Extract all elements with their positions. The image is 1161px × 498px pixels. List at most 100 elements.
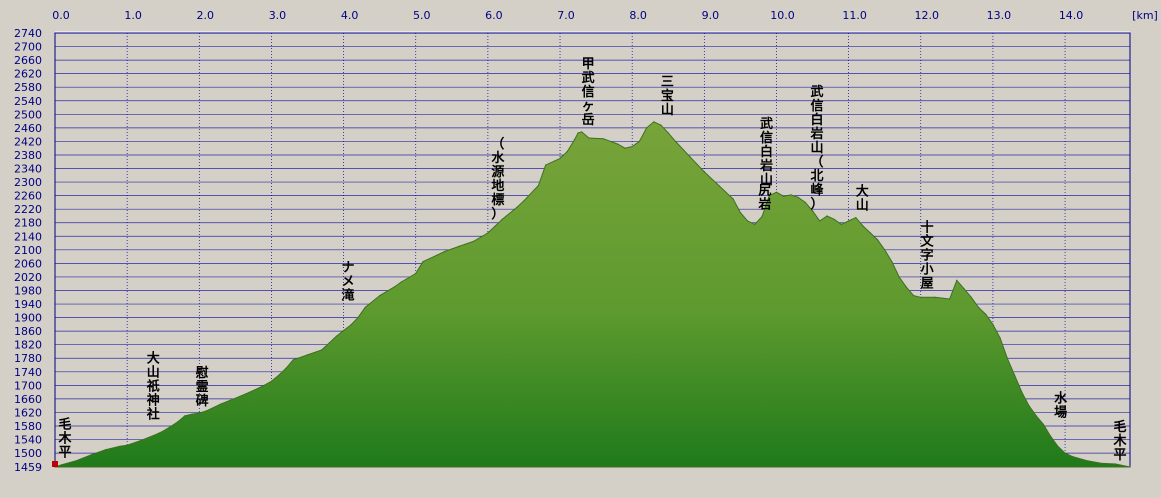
x-tick-label: 5.0 xyxy=(413,9,431,22)
elevation-point xyxy=(328,342,330,344)
elevation-point xyxy=(891,261,893,263)
elevation-point xyxy=(559,157,561,159)
elevation-point xyxy=(653,121,655,123)
elevation-point xyxy=(747,220,749,222)
elevation-point xyxy=(999,337,1001,339)
elevation-point xyxy=(588,137,590,139)
elevation-point xyxy=(205,410,208,412)
elevation-point xyxy=(501,218,503,220)
elevation-point xyxy=(754,223,756,225)
annotation-label: 武信白岩山 xyxy=(759,116,773,188)
elevation-point xyxy=(516,206,518,209)
x-unit-label: [km] xyxy=(1132,9,1158,22)
elevation-point xyxy=(1057,445,1059,447)
elevation-point xyxy=(667,132,669,134)
elevation-point xyxy=(913,295,915,297)
elevation-point xyxy=(934,296,936,298)
elevation-point xyxy=(884,249,886,251)
elevation-point xyxy=(956,279,958,281)
elevation-point xyxy=(790,194,792,196)
elevation-point xyxy=(631,145,633,148)
elevation-point xyxy=(292,359,294,361)
x-tick-label: 4.0 xyxy=(341,9,359,22)
elevation-point xyxy=(191,413,193,415)
elevation-point xyxy=(119,445,121,447)
elevation-point xyxy=(992,323,994,325)
x-tick-label: 0.0 xyxy=(52,9,70,22)
elevation-point xyxy=(155,433,157,436)
annotation-label: ナメ滝 xyxy=(342,260,355,303)
elevation-point xyxy=(826,215,828,217)
elevation-point xyxy=(869,232,871,234)
annotation-label: 甲武信ヶ岳 xyxy=(582,57,595,128)
elevation-point xyxy=(1086,460,1088,462)
x-tick-label: 14.0 xyxy=(1059,9,1084,22)
annotation-label: 大山祇神社 xyxy=(146,351,160,423)
y-tick-label: 1500 xyxy=(14,447,42,460)
y-tick-label: 1580 xyxy=(14,420,42,433)
elevation-point xyxy=(537,184,540,187)
annotation-label: 水場 xyxy=(1054,390,1068,420)
elevation-point xyxy=(768,195,770,197)
start-marker xyxy=(52,461,58,467)
annotation-label: 慰霊碑 xyxy=(196,365,209,409)
elevation-point xyxy=(862,225,864,227)
elevation-point xyxy=(350,324,352,326)
elevation-point xyxy=(90,454,92,456)
elevation-point xyxy=(1115,463,1117,465)
y-tick-label: 1459 xyxy=(14,461,42,474)
y-tick-label: 2020 xyxy=(14,271,42,284)
x-tick-label: 2.0 xyxy=(197,9,215,22)
elevation-point xyxy=(1021,391,1023,393)
elevation-point xyxy=(545,164,547,166)
elevation-point xyxy=(126,444,128,446)
annotation-label: 毛木平 xyxy=(57,417,72,461)
y-tick-label: 2140 xyxy=(14,230,42,243)
elevation-point xyxy=(646,127,648,129)
y-tick-label: 2220 xyxy=(14,203,42,216)
elevation-point xyxy=(739,212,742,214)
elevation-point xyxy=(624,147,626,149)
elevation-point xyxy=(400,281,402,283)
elevation-point xyxy=(458,245,460,247)
y-tick-label: 2580 xyxy=(14,81,42,94)
elevation-point xyxy=(472,240,475,242)
y-tick-label: 2500 xyxy=(14,108,42,121)
elevation-point xyxy=(660,124,662,126)
elevation-point xyxy=(364,306,366,308)
x-tick-label: 10.0 xyxy=(770,9,795,22)
elevation-point xyxy=(278,374,280,376)
elevation-point xyxy=(263,384,265,386)
elevation-point xyxy=(494,225,496,227)
elevation-point xyxy=(177,421,179,423)
elevation-point xyxy=(436,254,438,256)
elevation-point xyxy=(184,415,186,417)
elevation-point xyxy=(898,276,900,278)
x-tick-label: 3.0 xyxy=(269,9,287,22)
elevation-point xyxy=(977,306,980,308)
y-tick-label: 1900 xyxy=(14,312,42,325)
x-tick-label: 12.0 xyxy=(915,9,940,22)
elevation-point xyxy=(422,261,424,263)
annotation-label: 三宝山 xyxy=(661,75,674,118)
y-tick-label: 2260 xyxy=(14,190,42,203)
y-tick-label: 1940 xyxy=(14,298,42,311)
elevation-point xyxy=(581,131,583,133)
x-tick-label: 7.0 xyxy=(557,9,575,22)
y-tick-label: 2300 xyxy=(14,176,42,189)
elevation-point xyxy=(602,138,604,140)
elevation-point xyxy=(732,198,734,200)
elevation-point xyxy=(833,218,835,220)
y-tick-label: 1540 xyxy=(14,434,42,447)
elevation-area xyxy=(54,121,1131,468)
y-tick-label: 1820 xyxy=(14,339,42,352)
y-tick-label: 2420 xyxy=(14,135,42,148)
y-tick-label: 2460 xyxy=(14,122,42,135)
annotation-label: 尻岩 xyxy=(757,184,771,213)
x-tick-label: 13.0 xyxy=(987,9,1012,22)
elevation-point xyxy=(920,296,922,298)
elevation-point xyxy=(1064,452,1066,454)
elevation-point xyxy=(162,430,164,432)
elevation-point xyxy=(761,216,763,218)
